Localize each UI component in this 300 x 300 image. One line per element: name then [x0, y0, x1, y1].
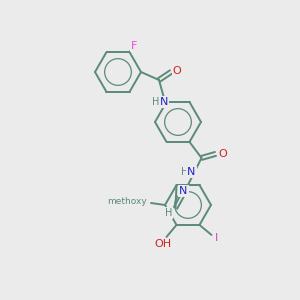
Text: O: O	[218, 149, 227, 159]
Text: OH: OH	[154, 239, 171, 249]
Text: N: N	[187, 167, 196, 177]
Text: N: N	[179, 186, 188, 196]
Text: H: H	[181, 167, 188, 177]
Text: H: H	[152, 97, 160, 107]
Text: F: F	[131, 41, 138, 51]
Text: H: H	[165, 208, 172, 218]
Text: O: O	[135, 197, 143, 207]
Text: O: O	[172, 66, 182, 76]
Text: methoxy: methoxy	[107, 197, 147, 206]
Text: N: N	[160, 97, 168, 107]
Text: I: I	[215, 233, 218, 243]
